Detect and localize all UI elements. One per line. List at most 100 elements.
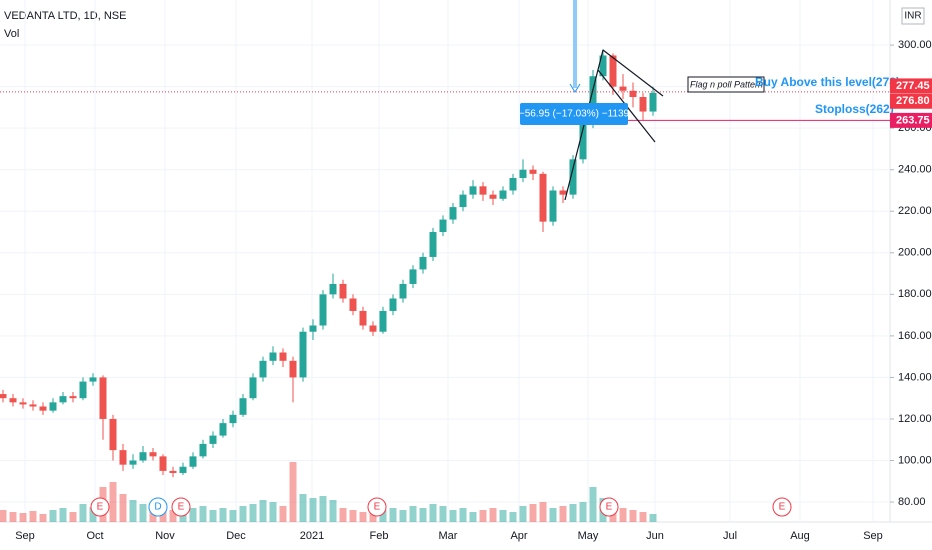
stoploss-label: Stoploss(262) [815,102,894,116]
x-tick-label: Jun [646,530,664,542]
candle-body [119,450,127,465]
candle-body [49,402,57,411]
event-marker [599,497,619,517]
candle-body [419,256,427,270]
volume-bar [219,508,227,522]
volume-bar [489,508,497,522]
candle-body [619,86,627,91]
volume-bar [119,494,127,522]
volume-bar [339,508,347,522]
volume-bar [539,502,547,522]
y-tick-label: 220.00 [898,205,932,217]
volume-bar [39,514,47,522]
event-label: E [779,502,786,513]
volume-bar [519,506,527,522]
candle-body [579,124,587,160]
volume-bar [79,504,87,522]
y-tick-label: 240.00 [898,164,932,176]
candle-body [329,283,337,295]
y-tick-label: 300.00 [898,39,932,51]
candle-body [229,414,237,424]
volume-bar [199,506,207,522]
candle-body [499,190,507,199]
candle-body [639,97,647,112]
candle-body [459,194,467,208]
x-tick-label: Nov [155,530,175,542]
measure-box [520,103,628,125]
y-tick-label: 200.00 [898,247,932,259]
x-tick-label: Feb [370,530,389,542]
volume-bar [449,510,457,522]
volume-bar [349,510,357,522]
currency-box [901,7,925,25]
volume-bar [499,510,507,522]
candle-body [359,310,367,326]
candle-body [509,178,517,191]
candle-body [549,190,557,222]
candle-body [219,423,227,436]
volume-bar [469,512,477,522]
candle-body [559,190,567,195]
volume-bar [419,508,427,522]
measure-label: −56.95 (−17.03%) −1139 [519,109,630,120]
volume-bar [569,504,577,522]
candle-body [249,377,257,399]
volume-bar [559,506,567,522]
volume-label: Vol [4,28,19,40]
candle-body [269,352,277,361]
candle-body [429,232,437,257]
event-marker [772,497,792,517]
arrow-shaft [573,0,577,88]
y-tick-label: 120.00 [898,413,932,425]
candle-body [89,377,97,382]
candle-body [299,331,307,378]
volume-bar [89,507,97,522]
price-label-bg [890,93,932,109]
y-tick-label: 180.00 [898,288,932,300]
volume-bar [129,500,137,522]
flag-upper [602,49,664,97]
candle-body [199,443,207,457]
candle-body [169,470,177,473]
candle-body [369,325,377,332]
candle-body [39,406,47,411]
volume-bar [59,508,67,522]
x-tick-label: Sep [863,530,883,542]
pattern-box [687,76,765,93]
event-label: E [97,502,104,513]
volume-bar [189,508,197,522]
volume-bar [19,513,27,522]
volume-bar [429,504,437,522]
volume-bar [109,482,117,522]
volume-bar [639,512,647,522]
volume-bar [179,512,187,522]
x-tick-label: Jul [723,530,737,542]
volume-bar [379,510,387,522]
candle-body [649,92,657,112]
volume-bar [169,510,177,522]
candle-body [539,173,547,222]
volume-bar [249,504,257,522]
candle-body [529,169,537,174]
arrow-head [569,83,581,93]
candle-body [319,294,327,326]
candle-body [209,435,217,444]
candle-body [259,360,267,378]
candle-body [9,398,17,403]
event-label: E [606,502,613,513]
price-label-bg [890,112,932,128]
y-tick-label: 160.00 [898,330,932,342]
volume-bar [289,462,297,522]
price-label-bg [890,78,932,94]
x-tick-label: May [578,530,599,542]
volume-bar [399,510,407,522]
candle-body [489,194,497,199]
chart-title: VEDANTA LTD, 1D, NSE [4,10,126,22]
candle-body [339,283,347,299]
buy-label: Buy Above this level(278) [755,75,900,89]
volume-bar [509,512,517,522]
price-label: 277.45 [896,80,930,92]
volume-bar [229,510,237,522]
candle-body [109,418,117,451]
